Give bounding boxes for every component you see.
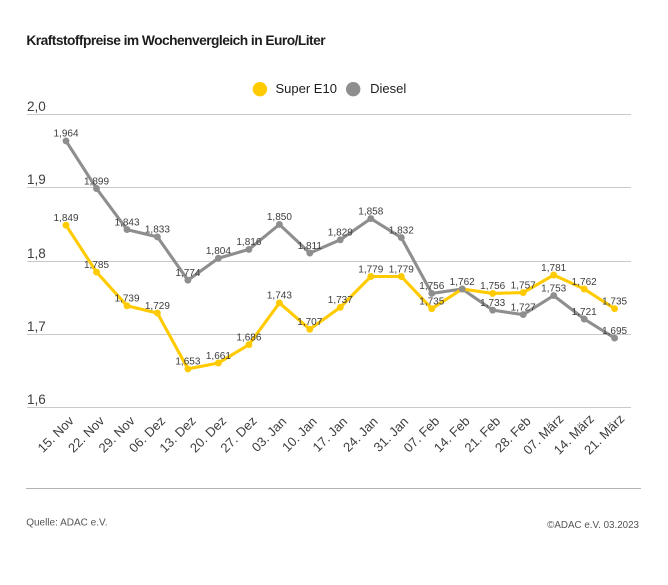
svg-text:1,737: 1,737 xyxy=(328,295,353,306)
svg-text:1,849: 1,849 xyxy=(53,213,78,224)
svg-text:1,721: 1,721 xyxy=(572,307,597,318)
svg-text:1,7: 1,7 xyxy=(27,319,46,334)
svg-text:1,743: 1,743 xyxy=(267,291,292,302)
svg-text:1,695: 1,695 xyxy=(602,326,627,337)
svg-text:Diesel: Diesel xyxy=(370,81,406,96)
svg-text:1,756: 1,756 xyxy=(419,281,444,292)
svg-text:2,0: 2,0 xyxy=(27,99,46,114)
svg-text:1,964: 1,964 xyxy=(53,129,78,140)
svg-text:1,816: 1,816 xyxy=(236,237,261,248)
svg-text:1,843: 1,843 xyxy=(114,217,139,228)
svg-text:1,762: 1,762 xyxy=(572,277,597,288)
svg-text:1,727: 1,727 xyxy=(511,302,536,313)
svg-text:Super E10: Super E10 xyxy=(276,81,337,96)
svg-text:1,779: 1,779 xyxy=(358,264,383,275)
svg-text:1,9: 1,9 xyxy=(27,172,46,187)
svg-text:1,858: 1,858 xyxy=(358,206,383,217)
svg-text:1,729: 1,729 xyxy=(145,301,170,312)
svg-text:1,707: 1,707 xyxy=(297,317,322,328)
svg-text:1,762: 1,762 xyxy=(450,277,475,288)
svg-text:1,785: 1,785 xyxy=(84,260,109,271)
svg-text:1,653: 1,653 xyxy=(175,357,200,368)
svg-text:©ADAC e.V. 03.2023: ©ADAC e.V. 03.2023 xyxy=(547,520,639,531)
svg-text:1,686: 1,686 xyxy=(236,333,261,344)
svg-text:1,781: 1,781 xyxy=(541,263,566,274)
svg-text:1,757: 1,757 xyxy=(511,280,536,291)
svg-text:Kraftstoffpreise im Wochenverg: Kraftstoffpreise im Wochenvergleich in E… xyxy=(26,33,326,48)
svg-text:1,739: 1,739 xyxy=(114,294,139,305)
svg-text:1,850: 1,850 xyxy=(267,212,292,223)
svg-text:1,733: 1,733 xyxy=(480,298,505,309)
svg-text:1,735: 1,735 xyxy=(602,297,627,308)
svg-text:Quelle: ADAC e.V.: Quelle: ADAC e.V. xyxy=(26,518,107,529)
svg-text:1,829: 1,829 xyxy=(328,228,353,239)
svg-text:1,753: 1,753 xyxy=(541,283,566,294)
svg-text:1,774: 1,774 xyxy=(175,268,200,279)
svg-text:1,735: 1,735 xyxy=(419,297,444,308)
svg-text:1,779: 1,779 xyxy=(389,264,414,275)
svg-text:1,6: 1,6 xyxy=(27,392,46,407)
svg-text:1,811: 1,811 xyxy=(298,241,323,252)
svg-text:1,661: 1,661 xyxy=(206,351,231,362)
svg-text:1,756: 1,756 xyxy=(480,281,505,292)
svg-text:1,899: 1,899 xyxy=(84,176,109,187)
svg-text:1,832: 1,832 xyxy=(389,225,414,236)
svg-text:1,8: 1,8 xyxy=(27,246,46,261)
svg-text:1,804: 1,804 xyxy=(206,246,231,257)
svg-text:1,833: 1,833 xyxy=(145,225,170,236)
